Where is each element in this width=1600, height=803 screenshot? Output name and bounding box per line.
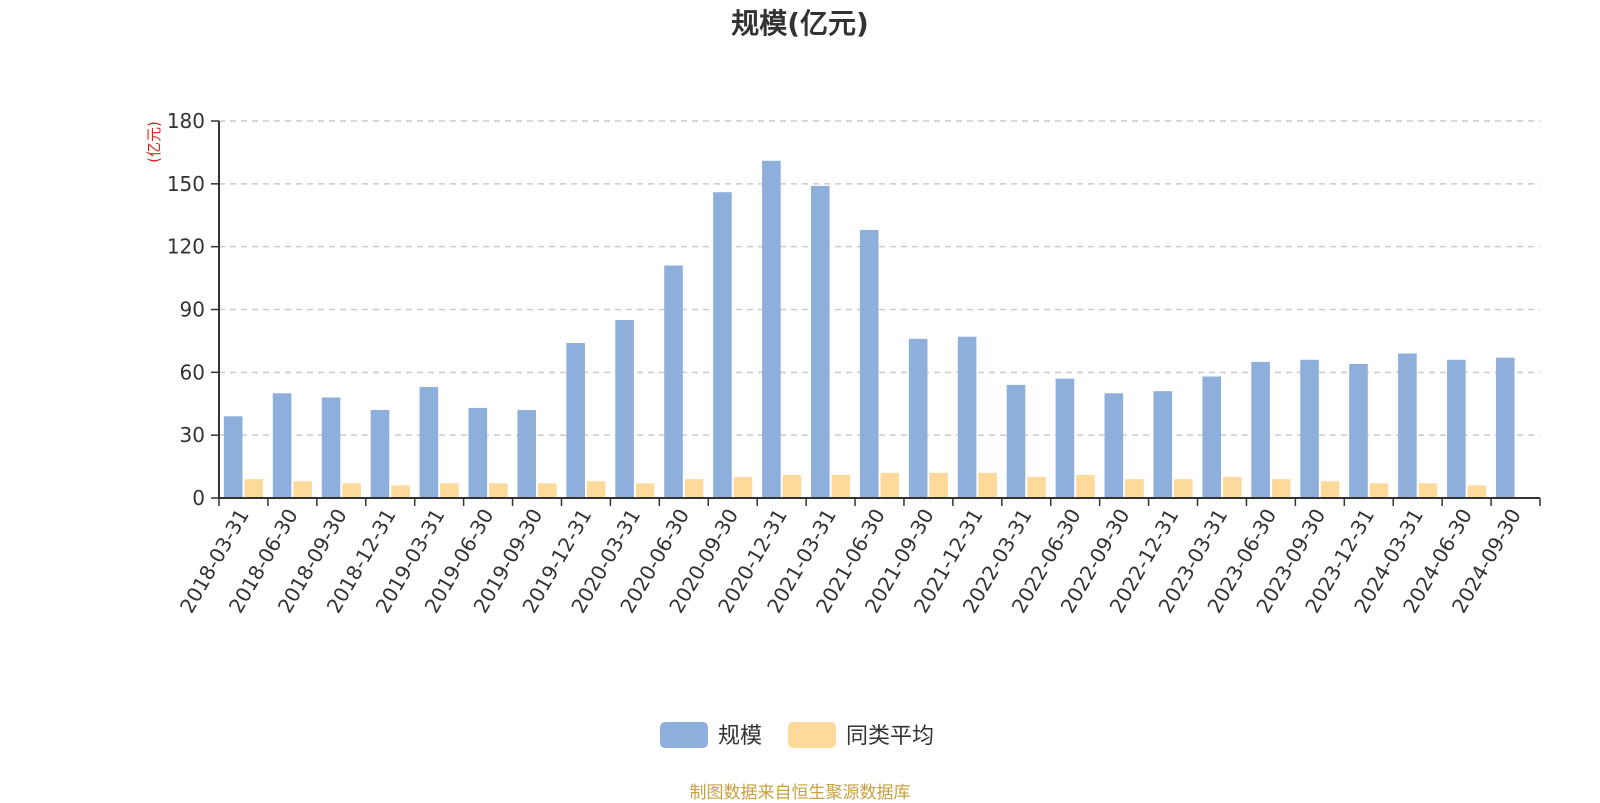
bar-category-average[interactable] xyxy=(782,474,802,498)
bar-category-average[interactable] xyxy=(1418,483,1438,498)
bar-scale[interactable] xyxy=(762,160,781,499)
bar-scale[interactable] xyxy=(615,319,634,498)
y-tick-label: 150 xyxy=(167,172,205,196)
bar-scale[interactable] xyxy=(468,407,488,498)
bar-category-average[interactable] xyxy=(586,481,606,498)
bar-scale[interactable] xyxy=(321,397,341,498)
bar-category-average[interactable] xyxy=(1027,477,1046,498)
bar-scale[interactable] xyxy=(1153,391,1173,498)
bar-category-average[interactable] xyxy=(1222,477,1242,498)
bar-category-average[interactable] xyxy=(440,483,459,498)
bar-scale[interactable] xyxy=(1495,357,1515,498)
bar-scale[interactable] xyxy=(517,410,537,498)
bar-category-average[interactable] xyxy=(831,474,851,498)
bar-scale[interactable] xyxy=(272,393,292,498)
legend-label-scale[interactable]: 规模 xyxy=(718,724,762,749)
axes xyxy=(218,121,1541,506)
bar-scale[interactable] xyxy=(1202,376,1222,498)
bar-scale[interactable] xyxy=(223,416,243,498)
data-source-note: 制图数据来自恒生聚源数据库 xyxy=(689,783,911,803)
bar-scale[interactable] xyxy=(1447,359,1466,498)
bar-category-average[interactable] xyxy=(1076,474,1095,498)
y-tick-label: 60 xyxy=(180,360,205,384)
bar-category-average[interactable] xyxy=(929,472,948,498)
bar-category-average[interactable] xyxy=(342,483,361,498)
y-tick-label: 0 xyxy=(192,486,205,510)
legend-label-avg[interactable]: 同类平均 xyxy=(846,724,934,749)
y-tick-label: 120 xyxy=(167,235,205,259)
bar-category-average[interactable] xyxy=(635,483,655,498)
bar-category-average[interactable] xyxy=(1125,479,1144,498)
bar-category-average[interactable] xyxy=(1369,483,1389,498)
bar-scale[interactable] xyxy=(1398,353,1417,498)
bar-scale[interactable] xyxy=(370,410,390,498)
bar-scale[interactable] xyxy=(1349,363,1368,498)
bar-category-average[interactable] xyxy=(1467,485,1487,498)
bar-scale[interactable] xyxy=(419,386,439,498)
bar-category-average[interactable] xyxy=(1271,479,1291,498)
chart-title: 规模(亿元) xyxy=(731,7,869,40)
legend-swatch-avg[interactable] xyxy=(788,722,836,748)
bar-scale[interactable] xyxy=(1006,384,1026,498)
bar-scale[interactable] xyxy=(1300,359,1319,498)
bar-category-average[interactable] xyxy=(684,479,704,498)
bar-category-average[interactable] xyxy=(880,472,900,498)
bar-scale[interactable] xyxy=(713,192,732,498)
y-tick-label: 30 xyxy=(180,423,205,447)
legend: 规模 同类平均 xyxy=(660,722,934,749)
bar-category-average[interactable] xyxy=(391,485,410,498)
bar-category-average[interactable] xyxy=(293,481,312,498)
bar-scale[interactable] xyxy=(664,265,683,498)
bar-category-average[interactable] xyxy=(537,483,557,498)
y-tick-label: 90 xyxy=(180,298,205,322)
legend-swatch-scale[interactable] xyxy=(660,722,708,748)
bar-scale[interactable] xyxy=(908,338,928,498)
bar-category-average[interactable] xyxy=(733,477,753,498)
bar-scale[interactable] xyxy=(1104,393,1124,498)
bar-scale[interactable] xyxy=(811,185,830,498)
bar-category-average[interactable] xyxy=(244,479,264,498)
bar-category-average[interactable] xyxy=(489,483,508,498)
grid-lines xyxy=(219,120,1540,436)
y-tick-labels: 0 30 60 90 120 150 180 xyxy=(167,109,219,510)
x-tick-labels: 2018-03-312018-06-302018-09-302018-12-31… xyxy=(175,505,1526,618)
y-tick-label: 180 xyxy=(167,109,205,133)
bar-scale[interactable] xyxy=(859,229,879,498)
bar-scale[interactable] xyxy=(1055,378,1075,498)
bar-category-average[interactable] xyxy=(978,472,997,498)
bar-category-average[interactable] xyxy=(1174,479,1193,498)
bar-scale[interactable] xyxy=(957,336,977,498)
bar-category-average[interactable] xyxy=(1320,481,1340,498)
y-axis-unit-label: (亿元) xyxy=(145,121,163,163)
bars xyxy=(223,160,1515,499)
bar-scale[interactable] xyxy=(566,343,585,498)
bar-scale[interactable] xyxy=(1251,361,1270,498)
